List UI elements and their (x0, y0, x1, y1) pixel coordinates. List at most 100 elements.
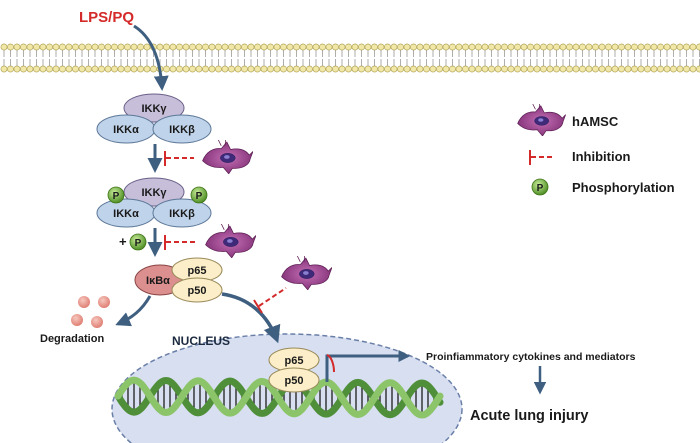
lipid-head (559, 65, 567, 73)
lipid-head (644, 65, 651, 73)
lipid-head (397, 65, 404, 73)
ikk-alpha-label: IKKα (113, 124, 139, 136)
lipid-head (429, 65, 437, 73)
lipid-head (182, 43, 190, 51)
lipid-head (390, 43, 398, 51)
p50-protein (171, 277, 223, 303)
lipid-head (208, 43, 216, 51)
lipid-head (618, 43, 625, 51)
lipid-head (273, 65, 281, 73)
lipid-head (124, 43, 131, 51)
lipid-head (130, 43, 138, 51)
lipid-head (241, 43, 248, 51)
lipid-head (85, 65, 92, 73)
lipid-head (546, 43, 554, 51)
p65-label: p65 (285, 355, 304, 367)
lipid-head (299, 43, 307, 51)
legend-hamsc-label: hAMSC (572, 114, 619, 129)
lipid-head (592, 65, 599, 73)
lipid-head (507, 65, 515, 73)
lipid-head (130, 65, 138, 73)
lipid-head (286, 65, 294, 73)
lipid-head (494, 65, 502, 73)
ikk-beta-label: IKKβ (169, 124, 195, 136)
dna-strand (114, 376, 444, 419)
degradation-fragment (71, 314, 83, 326)
lipid-head (631, 65, 638, 73)
lipid-head (618, 65, 625, 73)
lipid-head (585, 65, 593, 73)
lipid-head (26, 43, 34, 51)
lipid-head (0, 43, 8, 51)
lipid-head (117, 43, 125, 51)
lipid-head (306, 43, 313, 51)
lipid-head (520, 65, 528, 73)
lipid-head (553, 65, 560, 73)
lipid-head (306, 65, 313, 73)
lipid-head (345, 65, 352, 73)
lipid-head (494, 43, 502, 51)
lipid-head (176, 65, 183, 73)
lipid-head (663, 65, 671, 73)
ikk-beta-subunit (152, 198, 212, 228)
phosphorylated-ikk-complex: IKKγ IKKα IKKβ P P (96, 177, 212, 228)
lipid-head (384, 65, 391, 73)
lipid-head (59, 65, 66, 73)
lipid-head (403, 43, 411, 51)
lipid-head (254, 43, 261, 51)
dna-helix (114, 376, 444, 419)
lipid-head (670, 65, 677, 73)
lipid-head (13, 65, 21, 73)
lipid-head (403, 65, 411, 73)
lipid-head (52, 65, 60, 73)
lipid-head (429, 43, 437, 51)
lipid-head (202, 43, 209, 51)
lipid-head (436, 65, 443, 73)
hamsc-cell-icon (202, 140, 253, 174)
cytokines-label: Proinfiammatory cytokines and mediators (426, 351, 636, 363)
degradation-fragment (91, 316, 103, 328)
nucleus-label: NUCLEUS (172, 334, 230, 348)
lipid-head (26, 65, 34, 73)
lipid-head (455, 65, 463, 73)
lipid-head (436, 43, 443, 51)
lipid-head (358, 43, 365, 51)
lipid-head (39, 65, 47, 73)
lipid-head (377, 65, 385, 73)
lipid-head (182, 65, 190, 73)
lipid-head (78, 43, 86, 51)
lipid-head (351, 65, 359, 73)
lipid-head (468, 65, 476, 73)
lipid-head (163, 65, 170, 73)
lipid-head (280, 43, 287, 51)
lipid-head (332, 43, 339, 51)
lipid-head (169, 65, 177, 73)
lipid-head (579, 65, 586, 73)
lipid-head (358, 65, 365, 73)
outcome-label: Acute lung injury (470, 408, 588, 424)
lipid-head (260, 43, 268, 51)
lipid-head (377, 43, 385, 51)
lipid-head (338, 43, 346, 51)
lipid-head (72, 65, 79, 73)
lipid-head (39, 43, 47, 51)
plus-sign: + (119, 234, 127, 249)
lipid-head (663, 43, 671, 51)
lipid-head (7, 65, 14, 73)
lipid-head (449, 65, 456, 73)
lipid-head (598, 65, 606, 73)
lipid-head (78, 65, 86, 73)
lipid-head (20, 43, 27, 51)
lipid-head (442, 43, 450, 51)
lipid-head (553, 43, 560, 51)
lipid-head (514, 43, 521, 51)
phospho-icon (531, 178, 549, 196)
degradation-fragment (78, 296, 90, 308)
lipid-head (234, 65, 242, 73)
lipid-head (111, 65, 118, 73)
lipid-head (299, 65, 307, 73)
lipid-head (267, 43, 274, 51)
nuclear-translocation-arrow (221, 292, 281, 344)
lipid-head (46, 43, 53, 51)
lipid-head (559, 43, 567, 51)
